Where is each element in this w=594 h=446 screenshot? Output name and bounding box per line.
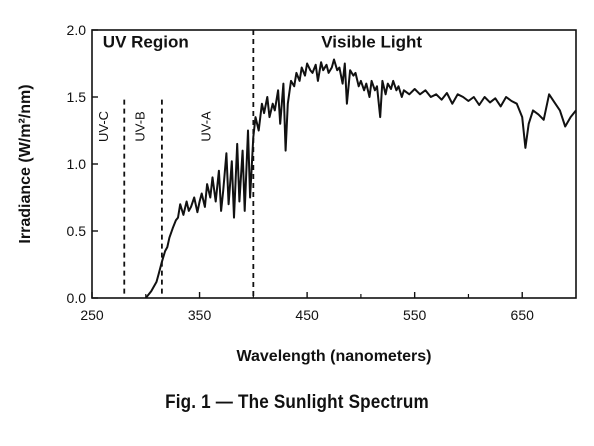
x-tick-label-250: 250: [80, 307, 104, 323]
plot-frame: [91, 29, 577, 299]
band-label-uv-a: UV-A: [198, 111, 213, 142]
x-tick-label-350: 350: [188, 307, 212, 323]
band-label-uv-b: UV-B: [133, 111, 148, 141]
region-label-0: UV Region: [103, 32, 189, 51]
y-tick-label-2: 1.0: [67, 156, 87, 172]
y-tick-label-0: 0.0: [67, 290, 87, 306]
x-tick-label-450: 450: [295, 307, 319, 323]
figure-caption: Fig. 1 — The Sunlight Spectrum: [165, 392, 429, 413]
y-tick-label-4: 2.0: [67, 22, 87, 38]
band-label-uv-c: UV-C: [96, 111, 111, 142]
spectrum-line: [145, 58, 577, 299]
sunlight-spectrum-chart: 250 350 450 550 650 0.0 0.5 1.0 1.5 2.0 UV Region…: [17, 22, 577, 365]
x-axis-label: Wavelength (nanometers): [237, 348, 432, 365]
y-tick-label-3: 1.5: [67, 89, 87, 105]
y-axis-label: Irradiance (W/m²/nm): [17, 84, 34, 243]
x-tick-label-550: 550: [403, 307, 427, 323]
region-label-1: Visible Light: [321, 32, 422, 51]
x-tick-label-650: 650: [511, 307, 535, 323]
y-tick-label-1: 0.5: [67, 223, 87, 239]
